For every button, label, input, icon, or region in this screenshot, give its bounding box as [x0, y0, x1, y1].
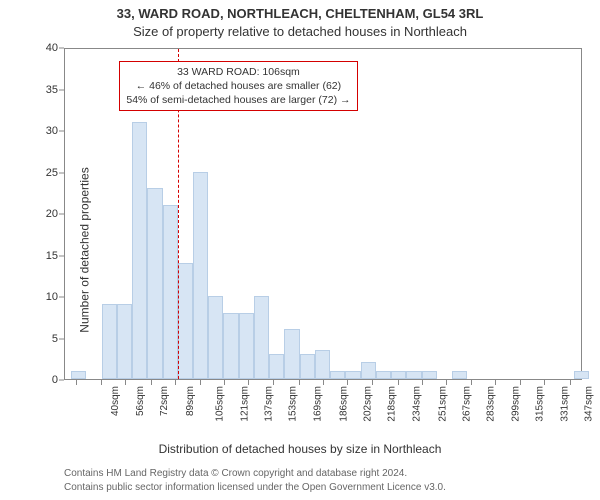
histogram-bar	[147, 188, 162, 379]
histogram-bar	[163, 205, 178, 379]
histogram-bar	[193, 172, 208, 380]
chart-plot-area: 33 WARD ROAD: 106sqm← 46% of detached ho…	[64, 48, 582, 380]
callout-line: 33 WARD ROAD: 106sqm	[126, 65, 350, 79]
callout-line: 54% of semi-detached houses are larger (…	[126, 93, 350, 107]
attribution-line: Contains HM Land Registry data © Crown c…	[64, 467, 446, 481]
x-tick-mark	[224, 380, 225, 385]
y-tick-label: 35	[46, 84, 58, 96]
histogram-bar	[345, 371, 360, 379]
histogram-bar	[376, 371, 391, 379]
y-tick-mark	[59, 255, 64, 256]
histogram-bar	[208, 296, 223, 379]
y-tick-label: 25	[46, 167, 58, 179]
x-tick-mark	[495, 380, 496, 385]
x-tick-label: 72sqm	[159, 386, 170, 416]
x-tick-label: 234sqm	[411, 386, 422, 422]
x-tick-label: 186sqm	[338, 386, 349, 422]
x-tick-label: 202sqm	[363, 386, 374, 422]
x-tick-mark	[323, 380, 324, 385]
attribution-text: Contains HM Land Registry data © Crown c…	[64, 467, 446, 494]
y-tick-label: 40	[46, 42, 58, 54]
x-tick-label: 218sqm	[387, 386, 398, 422]
x-tick-label: 40sqm	[110, 386, 121, 416]
x-tick-label: 105sqm	[215, 386, 226, 422]
y-tick-label: 30	[46, 125, 58, 137]
y-tick-label: 15	[46, 250, 58, 262]
histogram-bar	[239, 313, 254, 379]
x-tick-mark	[200, 380, 201, 385]
y-tick-label: 0	[52, 374, 58, 386]
histogram-bar	[574, 371, 589, 379]
histogram-bar	[132, 122, 147, 379]
histogram-bar	[330, 371, 345, 379]
histogram-bar	[315, 350, 330, 379]
callout-box: 33 WARD ROAD: 106sqm← 46% of detached ho…	[119, 61, 357, 112]
x-tick-mark	[76, 380, 77, 385]
histogram-bar	[361, 362, 376, 379]
x-tick-label: 347sqm	[583, 386, 594, 422]
y-tick-mark	[59, 48, 64, 49]
y-tick-label: 20	[46, 208, 58, 220]
y-tick-mark	[59, 172, 64, 173]
page-title: 33, WARD ROAD, NORTHLEACH, CHELTENHAM, G…	[0, 6, 600, 21]
figure: { "title_line1": "33, WARD ROAD, NORTHLE…	[0, 0, 600, 500]
histogram-bar	[102, 304, 117, 379]
x-tick-mark	[446, 380, 447, 385]
histogram-bar	[452, 371, 467, 379]
y-tick-mark	[59, 89, 64, 90]
x-tick-mark	[299, 380, 300, 385]
x-tick-label: 283sqm	[486, 386, 497, 422]
histogram-bar	[71, 371, 86, 379]
y-tick-label: 5	[52, 333, 58, 345]
page-subtitle: Size of property relative to detached ho…	[0, 24, 600, 39]
x-tick-label: 315sqm	[535, 386, 546, 422]
x-tick-mark	[520, 380, 521, 385]
x-tick-mark	[248, 380, 249, 385]
x-tick-mark	[471, 380, 472, 385]
x-tick-label: 299sqm	[510, 386, 521, 422]
x-tick-mark	[125, 380, 126, 385]
x-tick-label: 153sqm	[288, 386, 299, 422]
histogram-bar	[422, 371, 437, 379]
x-tick-label: 267sqm	[462, 386, 473, 422]
x-tick-mark	[273, 380, 274, 385]
y-tick-mark	[59, 380, 64, 381]
histogram-bar	[269, 354, 284, 379]
callout-line: ← 46% of detached houses are smaller (62…	[126, 79, 350, 93]
x-tick-mark	[347, 380, 348, 385]
x-tick-label: 56sqm	[135, 386, 146, 416]
y-tick-mark	[59, 297, 64, 298]
x-tick-label: 89sqm	[185, 386, 196, 416]
x-tick-mark	[151, 380, 152, 385]
x-axis-label: Distribution of detached houses by size …	[0, 442, 600, 456]
x-tick-mark	[398, 380, 399, 385]
x-tick-label: 121sqm	[239, 386, 250, 422]
x-tick-label: 331sqm	[559, 386, 570, 422]
y-tick-label: 10	[46, 291, 58, 303]
histogram-bar	[178, 263, 193, 379]
histogram-bar	[254, 296, 269, 379]
x-tick-mark	[372, 380, 373, 385]
y-tick-mark	[59, 131, 64, 132]
x-tick-label: 137sqm	[264, 386, 275, 422]
x-tick-label: 169sqm	[312, 386, 323, 422]
x-tick-mark	[175, 380, 176, 385]
y-tick-mark	[59, 338, 64, 339]
x-tick-label: 251sqm	[437, 386, 448, 422]
x-tick-mark	[570, 380, 571, 385]
x-tick-mark	[544, 380, 545, 385]
histogram-bar	[406, 371, 421, 379]
histogram-bar	[117, 304, 132, 379]
histogram-bar	[223, 313, 238, 379]
y-tick-mark	[59, 214, 64, 215]
histogram-bar	[391, 371, 406, 379]
attribution-line: Contains public sector information licen…	[64, 481, 446, 495]
x-tick-mark	[422, 380, 423, 385]
histogram-bar	[284, 329, 299, 379]
histogram-bar	[300, 354, 315, 379]
x-tick-mark	[101, 380, 102, 385]
